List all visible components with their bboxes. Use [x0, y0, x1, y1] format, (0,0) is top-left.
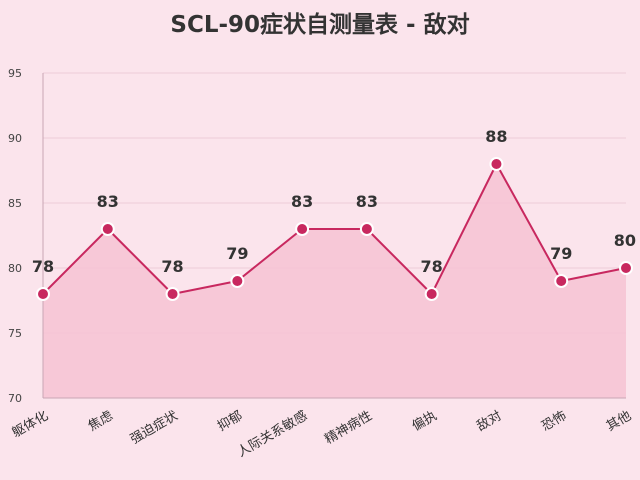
- data-label: 80: [614, 231, 636, 250]
- data-point: [554, 274, 569, 288]
- y-tick-label: 75: [8, 327, 22, 340]
- data-point: [295, 222, 310, 236]
- area-layer: [43, 164, 626, 398]
- area-fill: [43, 164, 626, 398]
- y-axis-ticks: 70 75 80 85 90 95: [8, 67, 22, 405]
- point-layer: [36, 157, 633, 301]
- y-tick-label: 80: [8, 262, 22, 275]
- series-line: [42, 163, 627, 295]
- data-label: 83: [291, 192, 313, 211]
- data-label: 78: [161, 257, 183, 276]
- data-point: [619, 261, 633, 275]
- axis-layer: [42, 73, 626, 399]
- y-tick-label: 90: [8, 132, 22, 145]
- data-point: [359, 222, 374, 236]
- data-point: [489, 157, 504, 171]
- data-point: [36, 287, 50, 301]
- data-point: [165, 287, 180, 301]
- chart-title: SCL-90症状自测量表 - 敌对: [170, 11, 469, 38]
- y-tick-label: 95: [8, 67, 22, 80]
- data-point: [424, 287, 439, 301]
- data-label: 78: [32, 257, 54, 276]
- data-point: [230, 274, 245, 288]
- data-label: 83: [97, 192, 119, 211]
- data-label: 83: [356, 192, 378, 211]
- data-label: 88: [485, 127, 507, 146]
- y-tick-label: 70: [8, 392, 22, 405]
- data-label: 78: [421, 257, 443, 276]
- y-tick-label: 85: [8, 197, 22, 210]
- data-label: 79: [226, 244, 248, 263]
- line-layer: [42, 163, 627, 295]
- data-point: [100, 222, 115, 236]
- data-label-layer: 78 83 78 79 83 83 78 88 79 80: [32, 127, 636, 276]
- data-label: 79: [550, 244, 572, 263]
